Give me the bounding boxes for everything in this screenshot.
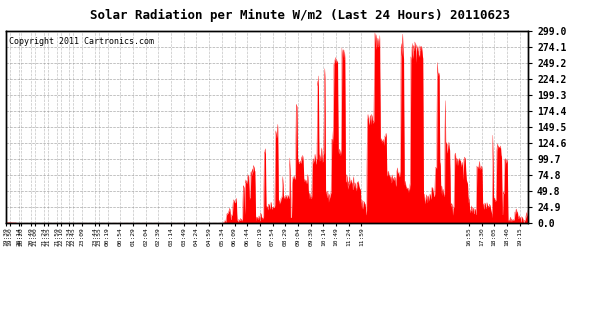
Text: Copyright 2011 Cartronics.com: Copyright 2011 Cartronics.com [8,37,154,46]
Text: Solar Radiation per Minute W/m2 (Last 24 Hours) 20110623: Solar Radiation per Minute W/m2 (Last 24… [90,9,510,22]
